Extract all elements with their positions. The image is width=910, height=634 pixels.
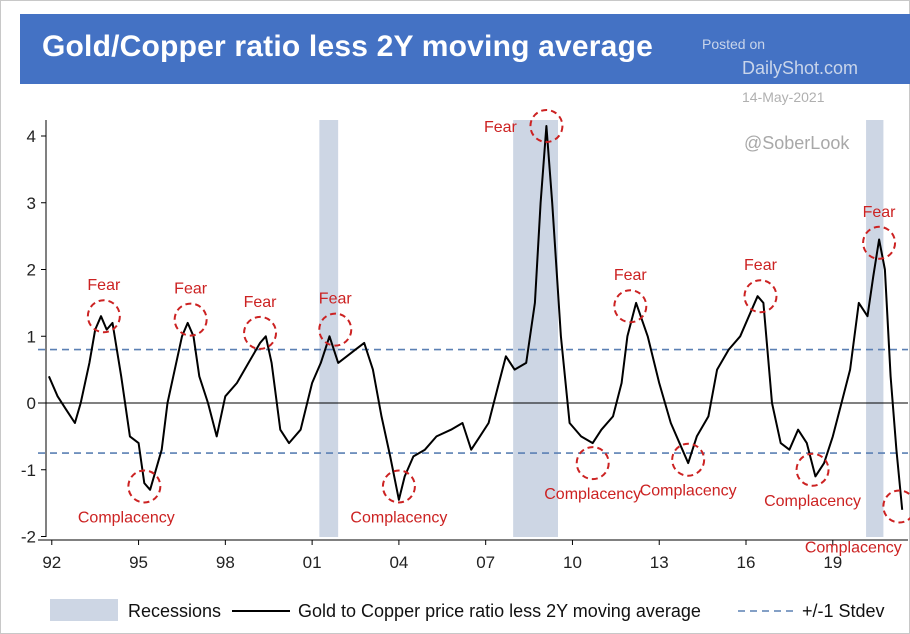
- complacency-label: Complacency: [544, 486, 641, 503]
- fear-marker-circle: [173, 302, 208, 337]
- complacency-marker-circle: [671, 442, 706, 477]
- y-tick-label: -1: [21, 461, 36, 480]
- recession-band-1: [319, 120, 339, 537]
- watermark-date: 14-May-2021: [742, 89, 825, 105]
- fear-marker-circle: [529, 108, 564, 143]
- y-tick-label: 4: [27, 127, 36, 146]
- complacency-label: Complacency: [78, 509, 175, 526]
- fear-label: Fear: [863, 204, 897, 221]
- x-tick-label: 13: [650, 553, 669, 572]
- complacency-marker-circle: [575, 446, 610, 481]
- fear-label: Fear: [319, 291, 353, 308]
- fear-label: Fear: [174, 281, 208, 298]
- fear-label: Fear: [614, 267, 648, 284]
- fear-marker-circle: [743, 279, 778, 314]
- fear-marker-circle: [243, 315, 278, 350]
- complacency-marker-circle: [795, 452, 830, 487]
- x-tick-label: 16: [737, 553, 756, 572]
- x-tick-label: 10: [563, 553, 582, 572]
- fear-marker-circle: [862, 225, 897, 260]
- complacency-marker-circle: [882, 489, 910, 524]
- x-tick-label: 92: [42, 553, 61, 572]
- y-tick-label: 1: [27, 327, 36, 346]
- legend-recession-swatch: [50, 599, 118, 621]
- legend-series-label: Gold to Copper price ratio less 2Y movin…: [298, 601, 701, 621]
- fear-marker-circle: [86, 299, 121, 334]
- x-tick-label: 19: [823, 553, 842, 572]
- chart-title: Gold/Copper ratio less 2Y moving average: [42, 30, 653, 63]
- complacency-label: Complacency: [350, 509, 447, 526]
- x-tick-label: 98: [216, 553, 235, 572]
- complacency-label: Complacency: [764, 493, 861, 510]
- fear-label: Fear: [484, 119, 518, 136]
- y-tick-label: 3: [27, 194, 36, 213]
- y-tick-label: -2: [21, 528, 36, 547]
- title-bar: [20, 14, 910, 84]
- recession-band-3: [866, 120, 884, 537]
- fear-label: Fear: [244, 294, 278, 311]
- series-line-gold-copper: [47, 125, 904, 510]
- watermark-handle: @SoberLook: [744, 133, 850, 153]
- x-tick-label: 95: [129, 553, 148, 572]
- x-tick-label: 07: [476, 553, 495, 572]
- legend-stdev-label: +/-1 Stdev: [802, 601, 885, 621]
- fear-label: Fear: [87, 277, 121, 294]
- fear-marker-circle: [318, 312, 353, 347]
- y-tick-label: 2: [27, 261, 36, 280]
- y-tick-label: 0: [27, 394, 36, 413]
- watermark-posted-on: Posted on: [702, 36, 766, 52]
- x-tick-label: 04: [389, 553, 408, 572]
- complacency-marker-circle: [127, 469, 162, 504]
- legend-recessions-label: Recessions: [128, 601, 221, 621]
- fear-marker-circle: [613, 289, 648, 324]
- fear-label: Fear: [744, 257, 778, 274]
- watermark-site: DailyShot.com: [742, 58, 859, 78]
- x-tick-label: 01: [303, 553, 322, 572]
- complacency-label: Complacency: [640, 483, 737, 500]
- complacency-label: Complacency: [805, 539, 902, 556]
- complacency-marker-circle: [381, 469, 416, 504]
